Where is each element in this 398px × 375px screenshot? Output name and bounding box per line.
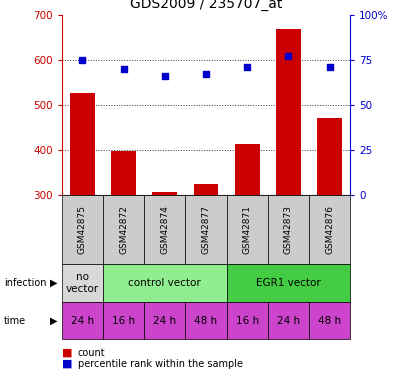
Bar [144,195,185,264]
Bar [235,144,259,195]
Text: ■: ■ [62,359,72,369]
Bar [185,302,226,339]
Bar [70,93,95,195]
Text: GSM42872: GSM42872 [119,205,128,254]
Text: 24 h: 24 h [71,316,94,326]
Bar [144,302,185,339]
Text: GSM42875: GSM42875 [78,205,87,254]
Bar [193,184,219,195]
Bar [317,118,342,195]
Text: ▶: ▶ [50,316,57,326]
Text: GSM42871: GSM42871 [243,205,252,254]
Point [120,66,127,72]
Text: percentile rank within the sample: percentile rank within the sample [78,359,243,369]
Text: GSM42877: GSM42877 [201,205,211,254]
Text: 16 h: 16 h [236,316,259,326]
Point [162,73,168,79]
Text: control vector: control vector [129,278,201,288]
Bar [103,264,226,302]
Text: 24 h: 24 h [277,316,300,326]
Bar [309,302,350,339]
Text: 48 h: 48 h [318,316,341,326]
Text: 48 h: 48 h [194,316,218,326]
Bar [226,264,350,302]
Text: ▶: ▶ [50,278,57,288]
Text: EGR1 vector: EGR1 vector [256,278,321,288]
Text: 24 h: 24 h [153,316,176,326]
Text: ■: ■ [62,348,72,357]
Text: count: count [78,348,105,357]
Bar [62,302,103,339]
Bar [268,302,309,339]
Title: GDS2009 / 235707_at: GDS2009 / 235707_at [130,0,282,11]
Bar [309,195,350,264]
Text: 16 h: 16 h [112,316,135,326]
Text: GSM42873: GSM42873 [284,205,293,254]
Text: infection: infection [4,278,47,288]
Bar [226,302,268,339]
Point [244,64,250,70]
Text: time: time [4,316,26,326]
Text: GSM42874: GSM42874 [160,205,169,254]
Point [203,71,209,77]
Point [285,53,292,59]
Bar [103,195,144,264]
Bar [62,264,103,302]
Bar [62,195,103,264]
Bar [152,192,177,195]
Text: GSM42876: GSM42876 [325,205,334,254]
Bar [268,195,309,264]
Bar [111,151,136,195]
Point [79,57,86,63]
Bar [185,195,226,264]
Bar [276,29,301,195]
Point [326,64,333,70]
Bar [103,302,144,339]
Bar [226,195,268,264]
Text: no
vector: no vector [66,272,99,294]
